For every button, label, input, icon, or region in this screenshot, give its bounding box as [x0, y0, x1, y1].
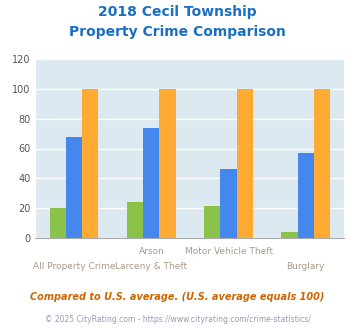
Bar [127, 202, 143, 238]
Text: All Property Crime: All Property Crime [33, 262, 115, 271]
Bar [297, 153, 314, 238]
Text: 2018 Cecil Township: 2018 Cecil Township [98, 5, 257, 19]
Text: Burglary: Burglary [286, 262, 325, 271]
Bar [282, 232, 297, 238]
Text: © 2025 CityRating.com - https://www.cityrating.com/crime-statistics/: © 2025 CityRating.com - https://www.city… [45, 315, 310, 324]
Bar [204, 207, 220, 238]
Bar [50, 208, 66, 238]
Bar [220, 169, 237, 238]
Text: Larceny & Theft: Larceny & Theft [115, 262, 187, 271]
Bar [66, 137, 82, 238]
Bar [237, 89, 253, 238]
Bar [314, 89, 330, 238]
Bar [159, 89, 176, 238]
Bar [143, 128, 159, 238]
Bar [82, 89, 98, 238]
Text: Property Crime Comparison: Property Crime Comparison [69, 25, 286, 39]
Text: Arson: Arson [138, 248, 164, 256]
Text: Compared to U.S. average. (U.S. average equals 100): Compared to U.S. average. (U.S. average … [30, 292, 325, 302]
Text: Motor Vehicle Theft: Motor Vehicle Theft [185, 248, 273, 256]
